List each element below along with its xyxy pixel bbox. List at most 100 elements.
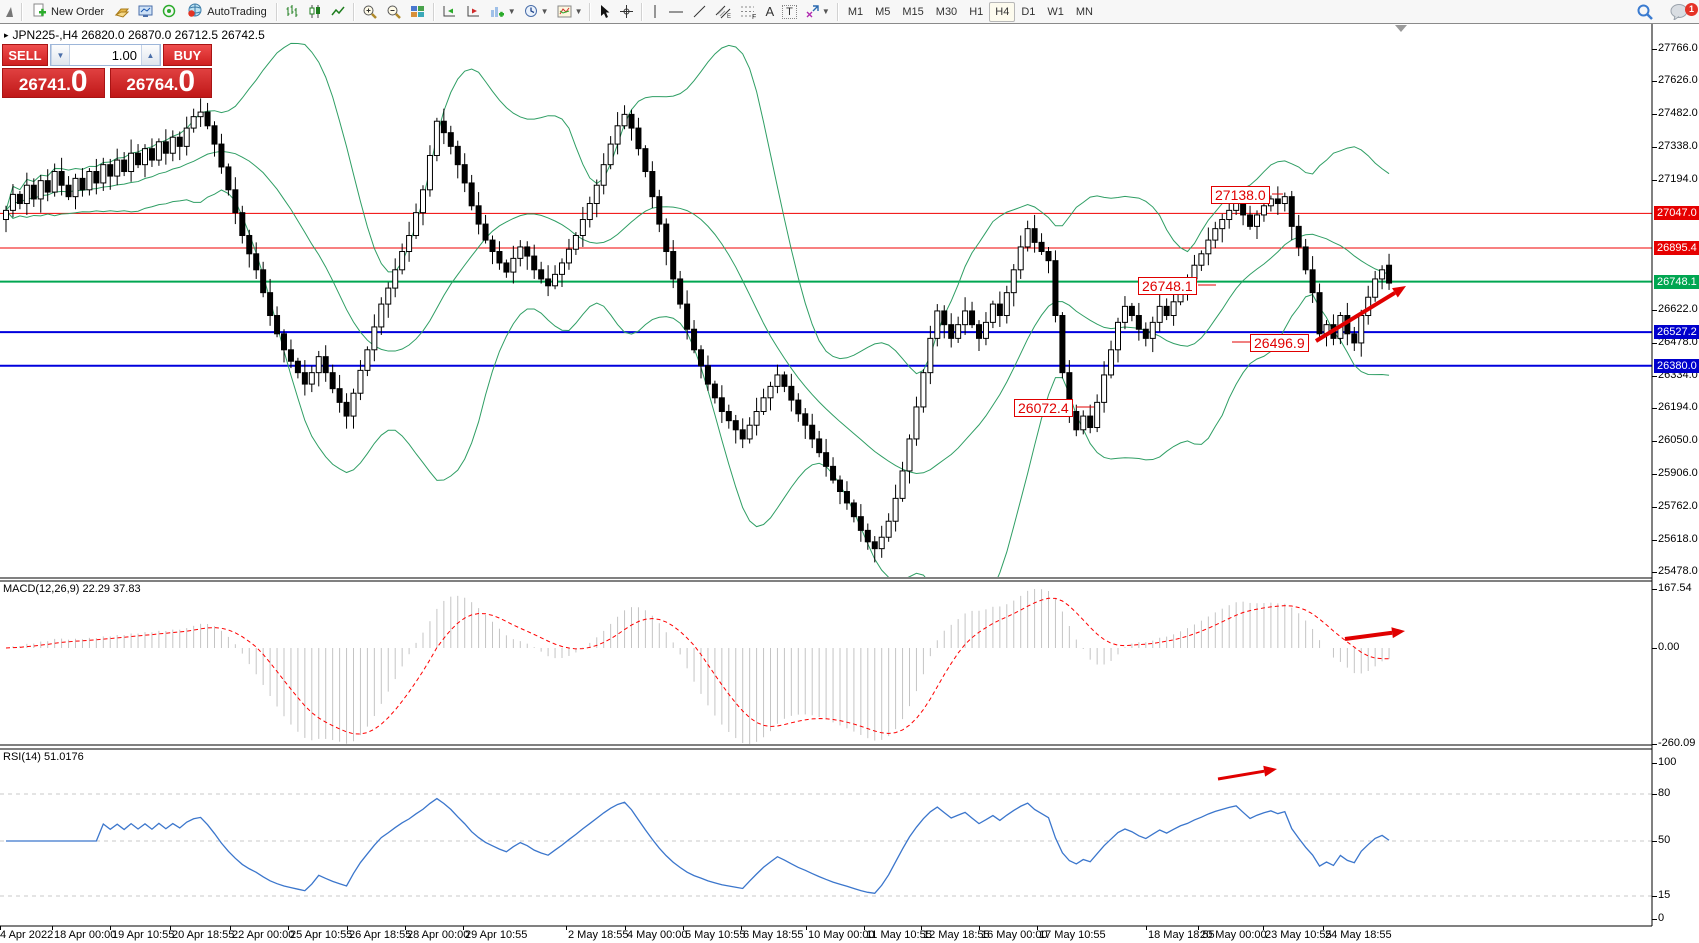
price-tick-mark <box>1652 343 1657 345</box>
rsi-tick-mark <box>1652 794 1657 795</box>
price-tick-mark <box>1652 539 1657 541</box>
timeframe-button-m1[interactable]: M1 <box>847 5 864 18</box>
price-tick-label: 27482.0 <box>1658 106 1698 119</box>
price-level-chip: 26527.2 <box>1654 325 1699 340</box>
time-tick-label: 18 May 18:55 <box>1148 929 1215 941</box>
chart-symbol-icon: ▸ <box>4 29 9 40</box>
chart-canvas[interactable] <box>0 24 1699 943</box>
rsi-tick-mark <box>1652 919 1657 920</box>
periods-button[interactable]: ▼ <box>520 2 553 22</box>
candlestick-chart-type-icon[interactable] <box>304 2 327 22</box>
fibonacci-tool-icon[interactable]: F <box>736 2 761 22</box>
timeframe-button-w1[interactable]: W1 <box>1047 5 1064 18</box>
price-tick-mark <box>1652 113 1657 115</box>
price-level-chip: 26895.4 <box>1654 240 1699 255</box>
search-icon[interactable] <box>1632 2 1658 22</box>
rsi-tick-label: 100 <box>1658 756 1677 768</box>
toolbar-separator <box>275 2 278 21</box>
price-tick-mark <box>1652 408 1657 410</box>
time-tick-mark <box>921 926 922 930</box>
autotrading-button[interactable]: AutoTrading <box>181 2 273 22</box>
time-tick-label: 17 May 10:55 <box>1039 929 1106 941</box>
macd-tick-mark <box>1652 648 1657 649</box>
add-indicator-button[interactable]: ▼ <box>486 2 520 22</box>
trend-arrow-head <box>1263 765 1277 777</box>
line-chart-type-icon[interactable] <box>327 2 350 22</box>
time-tick-label: 4 Apr 2022 <box>0 929 54 941</box>
chart-window[interactable]: ▸ JPN225-,H4 26820.0 26870.0 26712.5 267… <box>0 24 1699 943</box>
cursor-tool-icon[interactable] <box>594 2 615 22</box>
trend-arrow[interactable] <box>1344 630 1393 641</box>
price-tick-mark <box>1652 507 1657 509</box>
timeframe-button-mn[interactable]: MN <box>1075 5 1093 18</box>
volume-input[interactable] <box>70 45 141 65</box>
time-tick-label: 23 May 10:55 <box>1265 929 1332 941</box>
arrows-tool-button[interactable]: ▼ <box>801 2 834 22</box>
price-annotation[interactable]: 27138.0 <box>1211 186 1270 204</box>
zoom-out-icon[interactable] <box>382 2 406 22</box>
chart-profiles-icon[interactable] <box>110 2 134 22</box>
timeframe-button-d1[interactable]: D1 <box>1021 5 1036 18</box>
price-tick-label: 25478.0 <box>1658 564 1698 577</box>
price-tick-label: 25618.0 <box>1658 532 1698 545</box>
time-tick-mark <box>625 926 626 930</box>
price-annotation[interactable]: 26072.4 <box>1014 399 1073 417</box>
volume-decrease-button[interactable]: ▼ <box>51 45 70 65</box>
volume-increase-button[interactable]: ▲ <box>141 45 160 65</box>
text-label-tool-icon[interactable]: T <box>778 2 801 22</box>
macd-tick-label: -260.09 <box>1658 737 1696 749</box>
price-tick-mark <box>1652 146 1657 148</box>
new-order-icon <box>32 3 47 21</box>
timeframe-button-h1[interactable]: H1 <box>969 5 984 18</box>
trendline-tool-icon[interactable] <box>688 2 711 22</box>
time-tick-mark <box>463 926 464 930</box>
time-tick-mark <box>741 926 742 930</box>
text-tool-icon[interactable]: A <box>765 4 775 19</box>
horizontal-line-tool-icon[interactable] <box>664 2 688 22</box>
svg-text:F: F <box>752 14 756 19</box>
timeframe-button-m15[interactable]: M15 <box>902 5 924 18</box>
time-tick-mark <box>110 926 111 930</box>
equidistant-channel-tool-icon[interactable]: E <box>711 2 736 22</box>
time-tick-label: 22 Apr 00:00 <box>232 929 295 941</box>
crosshair-tool-icon[interactable] <box>615 2 638 22</box>
price-level-chip: 27047.0 <box>1654 206 1699 221</box>
timeframe-button-m5[interactable]: M5 <box>875 5 891 18</box>
time-tick-mark <box>1198 926 1199 930</box>
time-tick-label: 6 May 18:55 <box>743 929 804 941</box>
rsi-tick-mark <box>1652 763 1657 764</box>
zoom-in-icon[interactable] <box>358 2 382 22</box>
navigator-icon[interactable] <box>158 2 181 22</box>
buy-button[interactable]: BUY <box>163 44 212 66</box>
trend-arrow[interactable] <box>1217 769 1265 781</box>
chart-shift-marker[interactable] <box>1395 25 1407 32</box>
time-tick-mark <box>979 926 980 930</box>
notifications-chat-icon[interactable]: 1 <box>1666 2 1698 22</box>
bar-chart-type-icon[interactable] <box>281 2 304 22</box>
tile-windows-icon[interactable] <box>406 2 430 22</box>
toolbar: New Order AutoTrading ▼ ▼ ▼ E F A T <box>0 0 1699 24</box>
symbol-ohlc-text: JPN225-,H4 26820.0 26870.0 26712.5 26742… <box>12 28 265 42</box>
bollinger-upper-band <box>5 42 1390 375</box>
new-order-button[interactable]: New Order <box>26 2 110 22</box>
price-annotation[interactable]: 26748.1 <box>1138 277 1197 295</box>
toolbar-separator <box>21 2 23 21</box>
time-tick-label: 19 Apr 10:55 <box>112 929 175 941</box>
market-watch-icon[interactable] <box>134 2 158 22</box>
vertical-line-tool-icon[interactable] <box>646 2 664 22</box>
auto-scroll-icon[interactable] <box>438 2 462 22</box>
timeframe-button-h4[interactable]: H4 <box>989 1 1016 22</box>
time-tick-label: 16 May 00:00 <box>981 929 1048 941</box>
price-tick-mark <box>1652 474 1657 476</box>
templates-button[interactable]: ▼ <box>553 2 587 22</box>
price-annotation[interactable]: 26496.9 <box>1250 334 1309 352</box>
buy-price-display[interactable]: 26764. 0 <box>109 67 212 98</box>
rsi-panel <box>0 793 1652 897</box>
chart-shift-icon[interactable] <box>462 2 486 22</box>
timeframe-button-m30[interactable]: M30 <box>935 5 958 18</box>
trend-arrow[interactable] <box>1314 291 1396 343</box>
sell-button[interactable]: SELL <box>2 44 48 66</box>
price-tick-label: 26194.0 <box>1658 401 1698 414</box>
sell-price-display[interactable]: 26741. 0 <box>2 67 105 98</box>
